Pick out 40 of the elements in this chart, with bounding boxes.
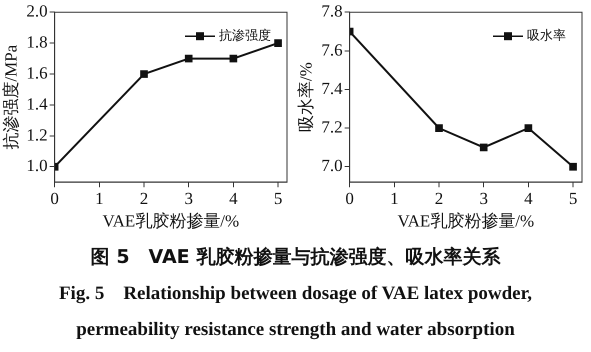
y-tick-label: 7.6	[321, 40, 343, 60]
x-tick-label: 5	[568, 188, 578, 208]
y-tick-label: 1.0	[26, 156, 48, 176]
x-tick-label: 4	[524, 188, 534, 208]
x-axis-title: VAE乳胶粉掺量/%	[398, 211, 534, 230]
x-tick-label: 1	[95, 188, 104, 208]
point	[274, 39, 282, 47]
caption: 图 5 VAE 乳胶粉掺量与抗渗强度、吸水率关系	[90, 246, 502, 268]
y-tick-label: 1.8	[26, 32, 48, 52]
x-tick-label: 0	[345, 188, 354, 208]
text: permeability resistance strength and water absorption	[75, 319, 516, 340]
point	[230, 54, 238, 62]
y-tick-label: 7.0	[321, 156, 343, 176]
y-axis-title: 吸水率/%	[296, 62, 316, 132]
x-axis-title: VAE乳胶粉掺量/%	[102, 211, 240, 230]
y-axis-title: 抗渗强度/MPa	[2, 44, 21, 150]
y-tick-label: 7.4	[321, 78, 344, 98]
point	[524, 124, 532, 132]
legend-label: 吸水率	[527, 28, 566, 44]
legend-label: 抗渗强度	[219, 28, 271, 44]
x-tick-label: 3	[479, 188, 488, 208]
x-tick-label: 4	[229, 188, 238, 208]
point	[480, 144, 488, 152]
point	[435, 124, 443, 132]
x-tick-label: 3	[184, 188, 193, 208]
y-tick-label: 7.2	[321, 118, 343, 137]
x-tick-label: 0	[50, 188, 59, 208]
point	[184, 54, 193, 62]
point	[569, 162, 577, 171]
y-tick-label: 1.6	[26, 63, 48, 82]
point	[140, 70, 148, 78]
caption: Fig. 5 Relationship between dosage of VAE latex powder,	[58, 283, 534, 304]
x-tick-label: 1	[390, 188, 399, 208]
x-tick-label: 5	[274, 188, 282, 208]
y-tick-label: 1.2	[26, 125, 48, 144]
y-tick-label: 1.4	[26, 94, 48, 114]
x-tick-label: 2	[434, 188, 444, 208]
x-tick-label: 2	[140, 188, 148, 208]
y-tick-label: 7.8	[321, 2, 343, 21]
y-tick-label: 2.0	[26, 2, 48, 21]
